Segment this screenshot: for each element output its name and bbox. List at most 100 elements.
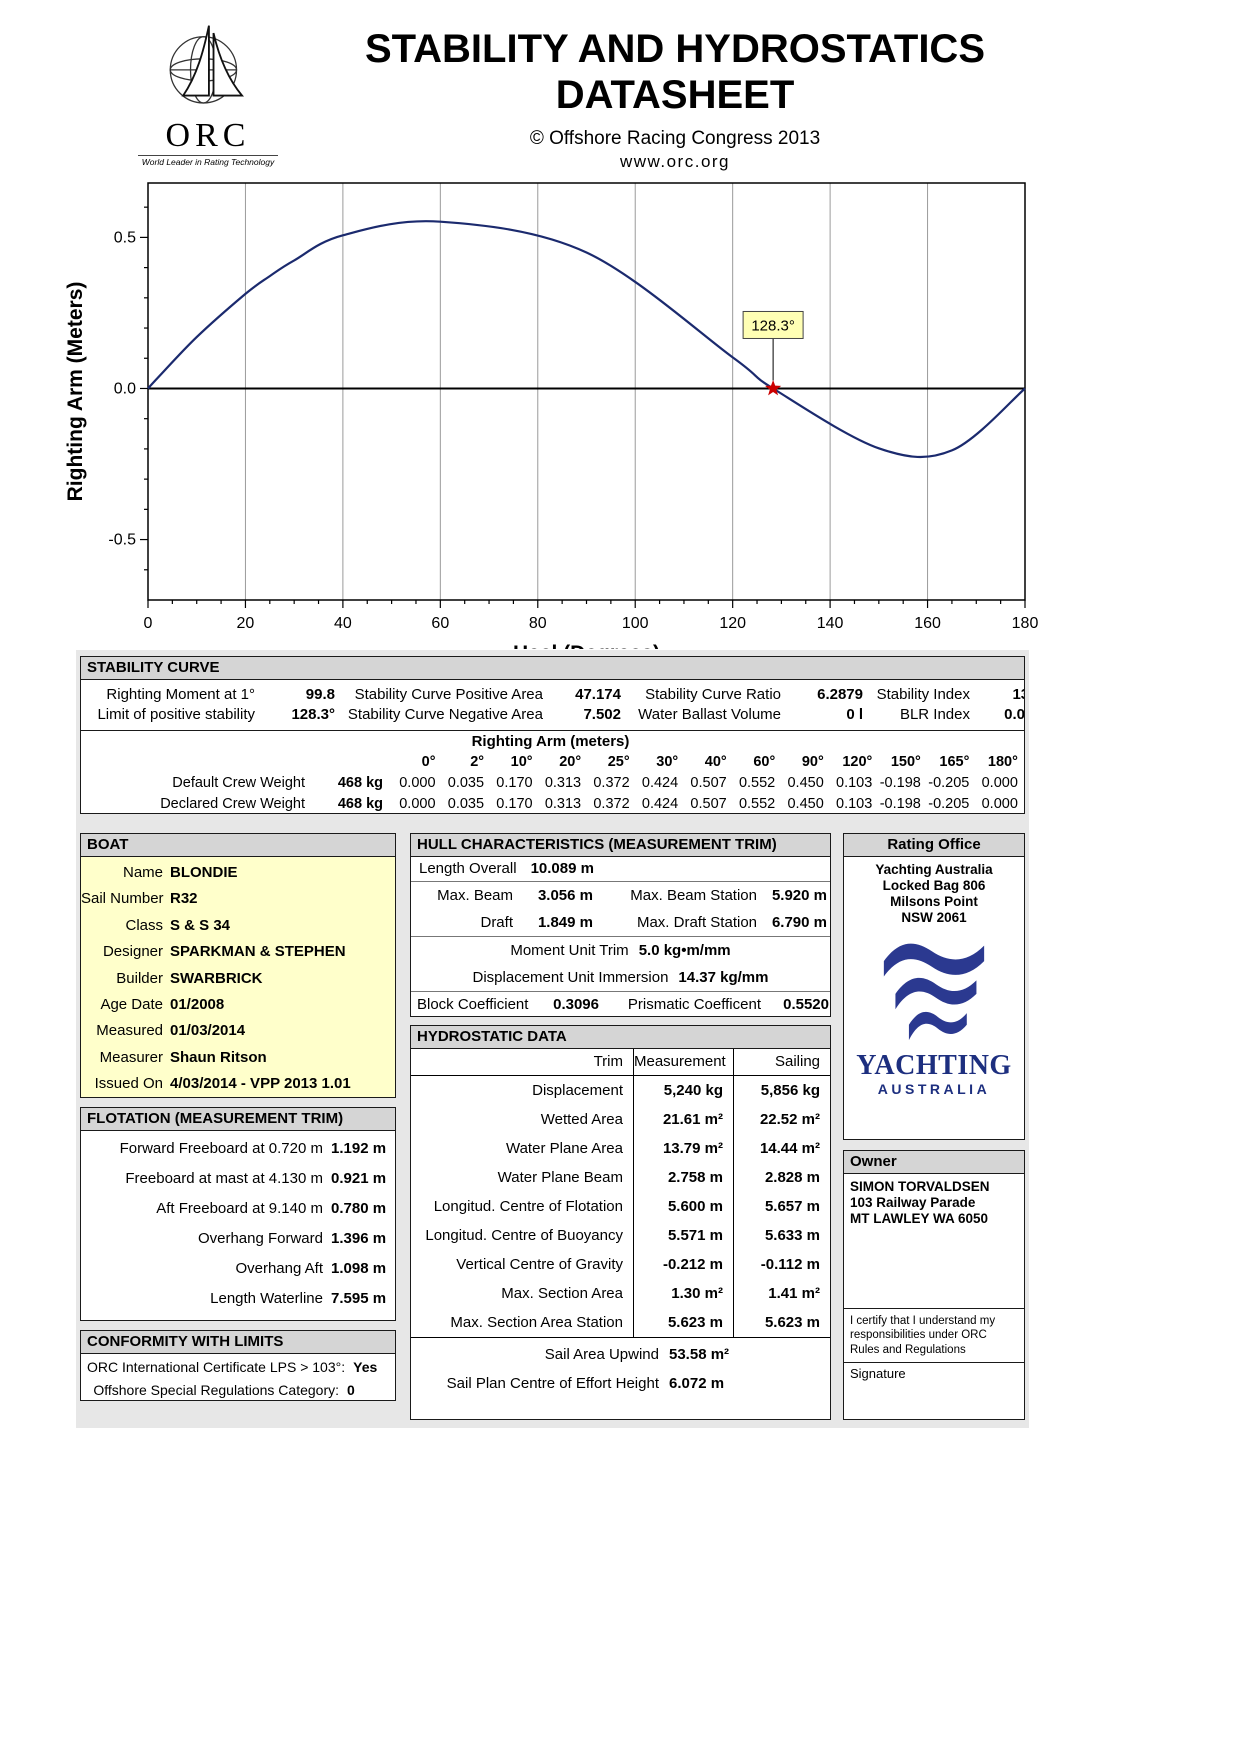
ra-angle: 30°	[656, 754, 679, 770]
hydro-sailing: 5.633 m	[733, 1221, 830, 1250]
ra-value: -0.205	[928, 775, 970, 791]
ra-value: -0.198	[879, 796, 921, 812]
hydro-row: Max. Section Area Station 5.623 m 5.623 m	[411, 1308, 830, 1338]
hydro-measurement: -0.212 m	[633, 1250, 733, 1279]
boat-row: Issued On 4/03/2014 - VPP 2013 1.01	[81, 1071, 395, 1097]
hydro-row: Longitud. Centre of Flotation 5.600 m 5.65…	[411, 1192, 830, 1221]
boat-label: Measurer	[99, 1048, 163, 1066]
hydro-row: Water Plane Area 13.79 m² 14.44 m²	[411, 1134, 830, 1163]
hull-label: Max. Draft Station	[636, 914, 757, 931]
owner-line: MT LAWLEY WA 6050	[850, 1211, 989, 1226]
boat-value: 01/03/2014	[170, 1022, 246, 1040]
ra-value: 0.035	[447, 775, 485, 791]
flotation-label: Freeboard at mast at 4.130 m	[125, 1170, 323, 1187]
ra-angle-header-row: 0° 2° 10° 20° 25° 30° 40° 60° 90° 120° 1…	[83, 752, 1018, 773]
hydro-label: Vertical Centre of Gravity	[456, 1256, 623, 1273]
rating-address-line: Yachting Australia	[875, 862, 993, 877]
hydro-sailing: 2.828 m	[733, 1163, 830, 1192]
hydro-measurement: 2.758 m	[633, 1163, 733, 1192]
signature-label: Signature	[850, 1366, 906, 1381]
ra-value: 0.000	[981, 775, 1018, 791]
zero-crossing-marker	[765, 380, 782, 396]
ra-angle: 25°	[607, 754, 630, 770]
yachting-australia-flag-icon	[883, 943, 985, 1041]
website-line: www.orc.org	[619, 152, 731, 171]
hydro-sailing: 1.41 m²	[733, 1279, 830, 1308]
y-tick-label: -0.5	[108, 532, 136, 549]
hydro-row: Displacement 5,240 kg 5,856 kg	[411, 1076, 830, 1105]
hydro-measurement: 5,240 kg	[633, 1076, 733, 1105]
boat-label: Name	[122, 864, 163, 881]
hydro-footer-value: 53.58 m²	[669, 1346, 730, 1363]
x-tick-label: 180	[1012, 615, 1039, 632]
hull-value: 10.089 m	[530, 860, 594, 877]
ra-value: -0.205	[928, 796, 970, 812]
ra-value: 0.170	[496, 796, 533, 812]
flotation-row: Freeboard at mast at 4.130 m 0.921 m	[81, 1164, 395, 1194]
hull-label: Length Overall	[419, 860, 517, 877]
x-tick-label: 80	[529, 615, 547, 632]
hydro-col-header-row: Trim Measurement Sailing	[411, 1049, 830, 1076]
x-tick-label: 120	[719, 615, 746, 632]
hull-value: 3.056 m	[537, 887, 593, 904]
ra-angle: 150°	[890, 754, 921, 770]
hydro-footer-value: 6.072 m	[669, 1375, 725, 1392]
ra-value: 0.450	[787, 796, 824, 812]
conformity-row: Offshore Special Regulations Category: 0	[81, 1379, 395, 1400]
x-tick-label: 100	[622, 615, 649, 632]
ra-value: 0.507	[690, 775, 727, 791]
ra-row-label: Default Crew Weight	[172, 775, 305, 791]
stat-label: Righting Moment at 1°	[106, 686, 255, 703]
ra-angle: 60°	[753, 754, 776, 770]
flotation-header: FLOTATION (MEASUREMENT TRIM)	[81, 1108, 395, 1131]
righting-arm-table-title: Righting Arm (meters)	[471, 733, 630, 750]
stat-label: Stability Curve Ratio	[645, 686, 781, 703]
hydro-footer-label: Sail Plan Centre of Effort Height	[446, 1375, 659, 1392]
boat-label: Issued On	[94, 1075, 163, 1093]
hydro-footer-row: Sail Area Upwind 53.58 m²	[411, 1340, 830, 1369]
lps-annotation-box	[742, 310, 804, 339]
boat-row: Measured 01/03/2014	[81, 1018, 395, 1044]
x-tick-label: 20	[237, 615, 255, 632]
x-axis-title: Heel (Degrees)	[513, 642, 660, 649]
ra-value: 0.507	[690, 796, 727, 812]
boat-label: Sail Number	[81, 890, 164, 908]
conformity-box: CONFORMITY WITH LIMITS ORC International…	[80, 1330, 396, 1401]
hydro-measurement: 5.571 m	[633, 1221, 733, 1250]
y-tick-label: 0.5	[114, 229, 136, 246]
hydro-label: Water Plane Beam	[497, 1169, 623, 1186]
ra-angle: 180°	[987, 754, 1018, 770]
owner-line: SIMON TORVALDSEN	[850, 1179, 990, 1194]
boat-row: Builder SWARBRICK	[81, 966, 395, 992]
ra-row-weight: 468 kg	[337, 775, 383, 791]
flotation-row: Length Waterline 7.595 m	[81, 1284, 395, 1314]
hydro-sailing: 5,856 kg	[733, 1076, 830, 1105]
flotation-row: Overhang Forward 1.396 m	[81, 1224, 395, 1254]
hull-value: 0.3096	[553, 996, 599, 1013]
hydro-label: Max. Section Area	[501, 1285, 623, 1302]
hydro-sailing: 5.623 m	[733, 1308, 830, 1338]
ra-row-label: Declared Crew Weight	[160, 796, 305, 812]
conformity-label: ORC International Certificate LPS > 103°…	[87, 1359, 346, 1375]
stability-stats-grid: Righting Moment at 1° 99.8 Stability Cur…	[81, 680, 1024, 727]
hull-value: 14.37 kg/mm	[678, 969, 769, 986]
hydrostatic-header: HYDROSTATIC DATA	[411, 1026, 830, 1049]
boat-label: Builder	[116, 969, 163, 987]
ra-value: 0.035	[447, 796, 485, 812]
yachting-australia-logo-wrap	[844, 936, 1024, 1049]
ra-value: 0.372	[593, 796, 630, 812]
hydro-sailing: 22.52 m²	[733, 1105, 830, 1134]
stat-value: 99.8	[305, 686, 335, 703]
flotation-row: Forward Freeboard at 0.720 m 1.192 m	[81, 1134, 395, 1164]
plot-border	[147, 182, 1026, 601]
conformity-value: Yes	[353, 1359, 378, 1375]
ra-value: 0.103	[836, 796, 873, 812]
hydro-footer-row: Sail Plan Centre of Effort Height 6.072 m	[411, 1369, 830, 1398]
boat-value: S & S 34	[170, 916, 231, 934]
ra-value: 0.552	[738, 775, 776, 791]
ra-value: 0.450	[787, 775, 824, 791]
righting-arm-curve	[147, 220, 1026, 459]
ra-value: 0.000	[981, 796, 1018, 812]
boat-value: R32	[170, 890, 198, 908]
